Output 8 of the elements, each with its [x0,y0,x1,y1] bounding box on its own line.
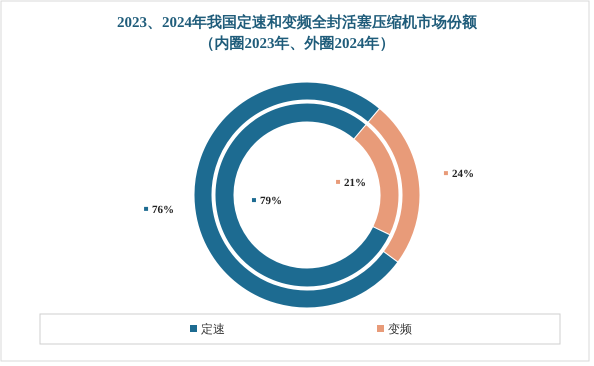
chart-title: 2023、2024年我国定速和变频全封活塞压缩机市场份额 [117,13,478,31]
legend-label: 变频 [388,322,412,336]
legend-label: 定速 [201,322,225,336]
data-label: 24% [452,168,474,180]
data-label: 21% [344,176,366,189]
data-label: 76% [152,204,174,216]
data-label: 79% [260,195,282,208]
chart-subtitle: （内圈2023年、外圈2024年） [200,35,394,52]
